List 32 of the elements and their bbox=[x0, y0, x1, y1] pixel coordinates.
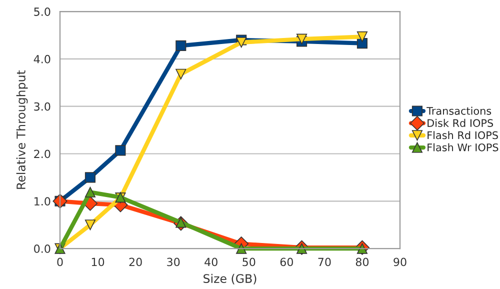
y-tick-label: 1.0 bbox=[34, 197, 50, 206]
x-tick-label: 50 bbox=[242, 258, 256, 266]
point bbox=[176, 40, 186, 51]
legend-label: Disk Rd IOPS bbox=[428, 118, 494, 127]
point bbox=[296, 34, 308, 44]
x-tick-label: 10 bbox=[92, 258, 104, 266]
x-tick-label: 40 bbox=[204, 258, 218, 266]
legend-label: Transactions bbox=[426, 106, 492, 115]
legend-label: Flash Rd IOPS bbox=[428, 131, 498, 140]
point bbox=[84, 186, 96, 198]
x-tick-label: 70 bbox=[318, 258, 331, 266]
x-tick-label: 80 bbox=[356, 258, 369, 266]
x-tick-label: 90 bbox=[394, 258, 406, 266]
x-tick-label: 20 bbox=[129, 258, 142, 266]
point bbox=[176, 68, 186, 80]
y-tick-label: 3.0 bbox=[34, 102, 50, 111]
point bbox=[236, 37, 247, 48]
point bbox=[84, 220, 96, 230]
point bbox=[356, 31, 368, 42]
x-tick-label: 60 bbox=[280, 258, 293, 266]
y-axis-title: Relative Throughput bbox=[16, 70, 28, 189]
x-tick-label: 30 bbox=[167, 258, 180, 266]
y-tick-label: 4.0 bbox=[34, 54, 50, 64]
y-tick-label: 5.0 bbox=[34, 8, 50, 16]
point bbox=[84, 172, 96, 183]
point bbox=[115, 145, 126, 156]
x-axis-title: Size (GB) bbox=[204, 274, 256, 284]
y-tick-label: 0.0 bbox=[34, 244, 50, 253]
x-tick-label: 0 bbox=[57, 258, 63, 266]
point bbox=[236, 243, 247, 254]
y-tick-label: 2.0 bbox=[34, 150, 50, 158]
legend-label: Flash Wr IOPS bbox=[428, 143, 498, 152]
